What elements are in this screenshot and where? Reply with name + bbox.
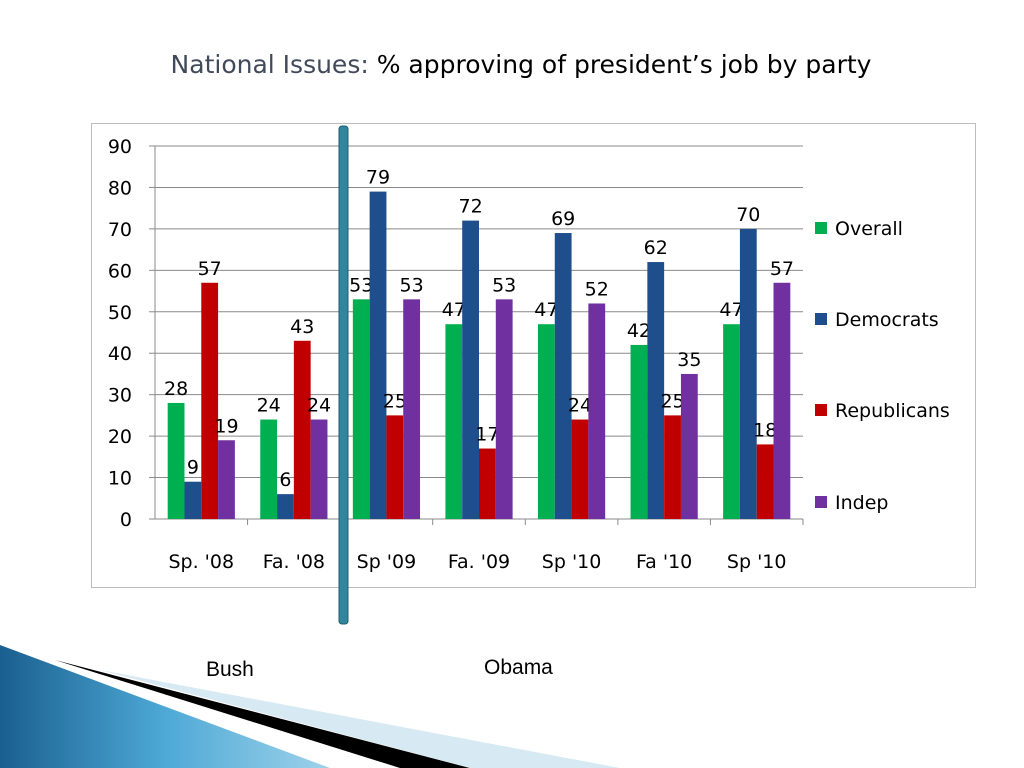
bar-indep — [218, 440, 235, 519]
data-label: 69 — [551, 208, 575, 230]
bar-indep — [495, 299, 513, 519]
data-label: 6 — [279, 469, 291, 491]
legend-swatch-indep — [815, 496, 827, 508]
bar-republicans — [479, 448, 496, 519]
legend-label-overall: Overall — [835, 218, 903, 240]
data-label: 62 — [644, 237, 668, 259]
chart-frame — [91, 123, 976, 588]
bar-overall — [260, 419, 278, 519]
bar-republicans — [664, 415, 681, 519]
bar-republicans — [571, 419, 589, 519]
data-label: 47 — [534, 299, 558, 321]
legend-label-indep: Indep — [835, 492, 888, 514]
bar-republicans — [293, 340, 311, 519]
bar-overall — [445, 324, 463, 519]
legend-swatch-democrats — [815, 313, 827, 325]
era-label-bush: Bush — [206, 658, 254, 681]
bar-republicans — [756, 444, 774, 519]
data-label: 24 — [257, 395, 281, 417]
bar-overall — [630, 344, 648, 519]
y-tick-label: 90 — [108, 136, 132, 158]
data-label: 52 — [585, 278, 609, 300]
data-label: 57 — [198, 258, 222, 280]
bar-indep — [310, 419, 328, 519]
bar-indep — [773, 282, 791, 519]
x-tick-label: Sp '10 — [727, 551, 787, 573]
data-label: 43 — [290, 316, 314, 338]
x-tick-label: Fa. '09 — [448, 551, 510, 573]
era-label-obama: Obama — [484, 656, 553, 679]
data-label: 53 — [349, 274, 373, 296]
data-label: 53 — [400, 274, 424, 296]
bar-republicans — [386, 415, 404, 519]
y-tick-label: 40 — [108, 343, 132, 365]
bar-indep — [680, 373, 698, 519]
bar-democrats — [647, 262, 665, 519]
bar-overall — [537, 324, 555, 519]
y-tick-label: 20 — [108, 426, 132, 448]
legend-swatch-overall — [815, 222, 827, 234]
era-divider — [338, 125, 349, 625]
data-label: 57 — [770, 258, 794, 280]
title-main: % approving of president’s job by party — [376, 50, 872, 79]
data-label: 53 — [492, 274, 516, 296]
data-label: 17 — [475, 424, 499, 446]
data-label: 24 — [307, 395, 331, 417]
bar-democrats — [462, 220, 479, 519]
legend-label-democrats: Democrats — [835, 309, 939, 331]
x-tick-label: Sp '10 — [542, 551, 602, 573]
slide-title: National Issues: % approving of presiden… — [0, 50, 1024, 79]
y-tick-label: 50 — [108, 302, 132, 324]
title-prefix: National Issues: — [170, 50, 369, 79]
data-label: 18 — [753, 419, 777, 441]
bar-overall — [723, 324, 740, 519]
data-label: 9 — [187, 457, 199, 479]
y-tick-label: 10 — [108, 468, 132, 490]
bar-overall — [167, 402, 185, 519]
y-tick-label: 60 — [108, 260, 132, 282]
y-tick-label: 80 — [108, 177, 132, 199]
y-tick-label: 30 — [108, 385, 132, 407]
data-label: 79 — [366, 167, 390, 189]
data-label: 47 — [719, 299, 743, 321]
bar-indep — [403, 299, 421, 519]
bar-democrats — [184, 481, 202, 519]
data-label: 70 — [736, 204, 760, 226]
deco-wave-blue — [0, 645, 330, 768]
legend-swatch-republicans — [815, 404, 827, 416]
y-tick-label: 70 — [108, 219, 132, 241]
deco-wave-light — [100, 670, 620, 768]
bar-democrats — [554, 233, 572, 520]
bar-indep — [588, 303, 606, 519]
data-label: 25 — [660, 390, 684, 412]
legend-label-republicans: Republicans — [835, 400, 950, 422]
data-label: 42 — [627, 320, 651, 342]
bar-overall — [352, 299, 370, 519]
bar-democrats — [369, 191, 387, 520]
x-tick-label: Sp '09 — [357, 551, 417, 573]
y-tick-label: 0 — [120, 509, 132, 531]
x-tick-label: Fa. '08 — [263, 551, 325, 573]
deco-wave-black — [55, 660, 470, 768]
x-tick-label: Fa '10 — [636, 551, 692, 573]
data-label: 47 — [442, 299, 466, 321]
x-tick-label: Sp. '08 — [168, 551, 234, 573]
data-label: 19 — [214, 415, 238, 437]
data-label: 35 — [677, 349, 701, 371]
bar-republicans — [201, 282, 219, 519]
data-label: 72 — [459, 196, 483, 218]
data-label: 28 — [164, 378, 188, 400]
data-label: 25 — [383, 390, 407, 412]
bar-democrats — [739, 228, 757, 519]
bar-democrats — [277, 494, 294, 519]
data-label: 24 — [568, 395, 592, 417]
